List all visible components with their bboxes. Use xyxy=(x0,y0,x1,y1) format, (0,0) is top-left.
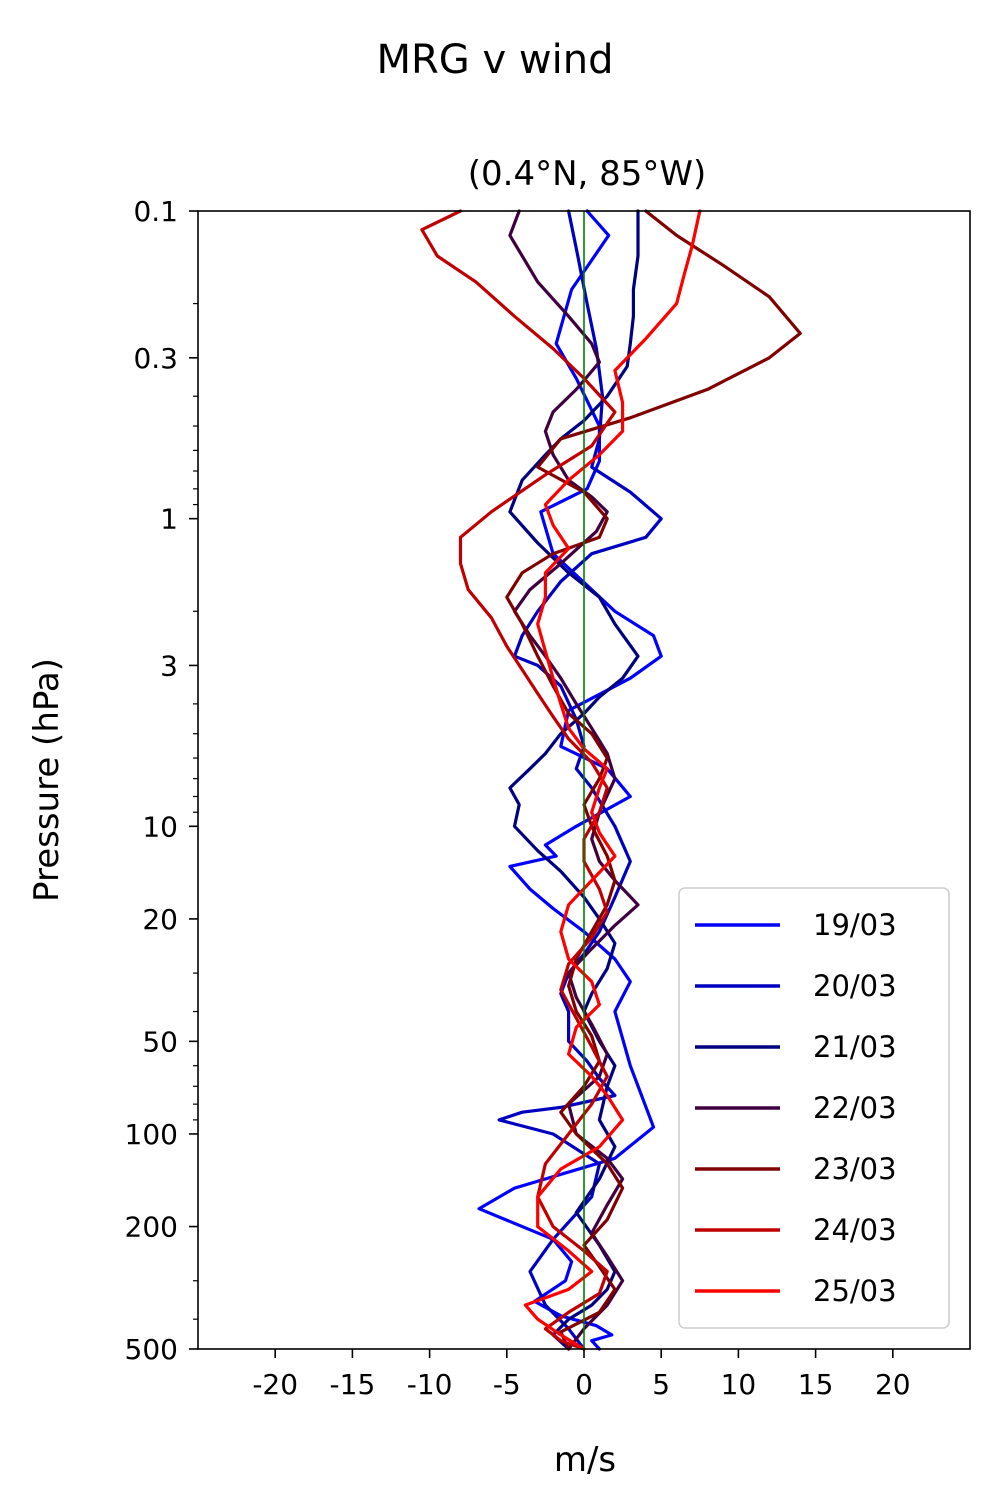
legend-box xyxy=(678,887,950,1329)
y-tick-label: 500 xyxy=(125,1333,178,1366)
x-tick-label: -15 xyxy=(330,1368,376,1401)
series-line-22-03 xyxy=(508,209,640,1351)
legend-label: 24/03 xyxy=(813,1213,897,1247)
x-axis: -20 -15 -10 -5 0 5 10 15 20 xyxy=(252,1349,911,1401)
chart-subtitle: (0.4°N, 85°W) xyxy=(468,154,707,194)
legend-label: 25/03 xyxy=(813,1274,897,1308)
legend-label: 22/03 xyxy=(813,1091,897,1125)
x-tick-label: 5 xyxy=(652,1368,670,1401)
x-tick-label: -10 xyxy=(407,1368,453,1401)
x-tick-label: -20 xyxy=(252,1368,298,1401)
x-tick-label: 0 xyxy=(575,1368,593,1401)
y-tick-label: 1 xyxy=(160,503,178,536)
x-tick-label: 15 xyxy=(798,1368,834,1401)
series-line-20-03 xyxy=(497,209,663,1351)
legend: 19/03 20/03 21/03 22/03 23/03 24/03 25/03 xyxy=(678,887,950,1329)
y-axis: 0.1 0.3 1 3 10 20 50 100 200 500 xyxy=(125,195,198,1366)
series-line-24-03 xyxy=(420,209,617,1351)
y-axis-label: Pressure (hPa) xyxy=(27,658,67,902)
y-tick-label: 0.3 xyxy=(133,342,178,375)
legend-label: 21/03 xyxy=(813,1030,897,1064)
figure-title: MRG v wind xyxy=(377,37,614,83)
y-tick-label: 50 xyxy=(142,1025,178,1058)
y-tick-label: 20 xyxy=(142,903,178,936)
series-line-19-03 xyxy=(477,209,663,1351)
y-tick-label: 100 xyxy=(125,1118,178,1151)
plot-area: -20 -15 -10 -5 0 5 10 15 20 0.1 0.3 1 3 10 20 50 100 200… xyxy=(125,195,971,1401)
x-tick-label: 10 xyxy=(721,1368,757,1401)
y-tick-label: 10 xyxy=(142,810,178,843)
y-tick-label: 0.1 xyxy=(133,195,178,228)
x-axis-label: m/s xyxy=(554,1440,616,1480)
legend-label: 19/03 xyxy=(813,908,897,942)
series-layer xyxy=(420,209,802,1351)
y-tick-label: 3 xyxy=(160,649,178,682)
y-tick-label: 200 xyxy=(125,1211,178,1244)
series-line-21-03 xyxy=(508,209,640,1351)
x-tick-label: 20 xyxy=(875,1368,911,1401)
series-line-25-03 xyxy=(523,209,702,1351)
legend-label: 23/03 xyxy=(813,1152,897,1186)
legend-label: 20/03 xyxy=(813,969,897,1003)
series-line-23-03 xyxy=(505,209,802,1351)
x-tick-label: -5 xyxy=(493,1368,521,1401)
